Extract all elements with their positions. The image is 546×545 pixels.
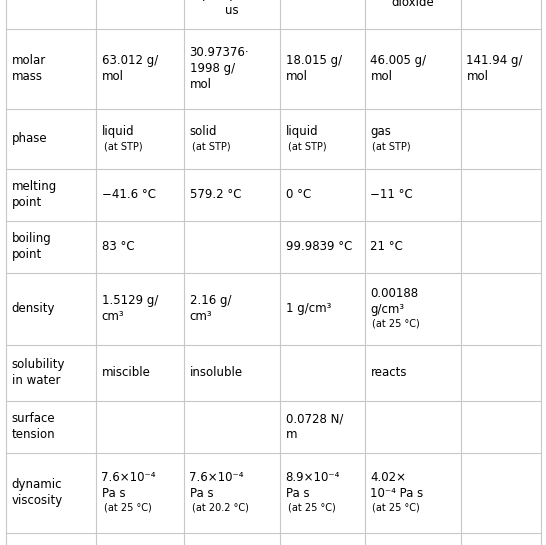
Text: boiling
point: boiling point xyxy=(11,232,51,261)
Text: 18.015 g/
mol: 18.015 g/ mol xyxy=(286,54,342,83)
Text: 63.012 g/
mol: 63.012 g/ mol xyxy=(102,54,158,83)
Text: surface
tension: surface tension xyxy=(11,412,55,441)
Text: nitrogen
dioxide: nitrogen dioxide xyxy=(388,0,437,9)
Text: 99.9839 °C: 99.9839 °C xyxy=(286,240,352,253)
Text: 1 g/cm³: 1 g/cm³ xyxy=(286,302,331,315)
Text: 46.005 g/
mol: 46.005 g/ mol xyxy=(371,54,426,83)
Text: 141.94 g/
mol: 141.94 g/ mol xyxy=(466,54,523,83)
Text: red
phosphor-
us: red phosphor- us xyxy=(202,0,261,17)
Text: 7.6×10⁻⁴
Pa s: 7.6×10⁻⁴ Pa s xyxy=(189,471,244,500)
Text: 0.00188
g/cm³: 0.00188 g/cm³ xyxy=(371,287,419,316)
Text: (at STP): (at STP) xyxy=(372,141,411,151)
Text: gas: gas xyxy=(371,125,391,138)
Text: 4.02×
10⁻⁴ Pa s: 4.02× 10⁻⁴ Pa s xyxy=(371,471,424,500)
Text: (at 20.2 °C): (at 20.2 °C) xyxy=(192,503,248,513)
Text: liquid: liquid xyxy=(286,125,318,138)
Text: dynamic
viscosity: dynamic viscosity xyxy=(11,478,63,507)
Text: miscible: miscible xyxy=(102,366,150,379)
Text: 579.2 °C: 579.2 °C xyxy=(189,188,241,201)
Text: 8.9×10⁻⁴
Pa s: 8.9×10⁻⁴ Pa s xyxy=(286,471,340,500)
Text: 0.0728 N/
m: 0.0728 N/ m xyxy=(286,412,343,441)
Text: melting
point: melting point xyxy=(11,180,57,209)
Text: reacts: reacts xyxy=(371,366,407,379)
Text: −41.6 °C: −41.6 °C xyxy=(102,188,156,201)
Text: 0 °C: 0 °C xyxy=(286,188,311,201)
Text: phase: phase xyxy=(11,132,47,145)
Text: (at 25 °C): (at 25 °C) xyxy=(104,503,151,513)
Text: nitric acid: nitric acid xyxy=(110,0,169,1)
Text: molar
mass: molar mass xyxy=(11,54,46,83)
Text: water: water xyxy=(305,0,339,1)
Text: 83 °C: 83 °C xyxy=(102,240,134,253)
Text: solid: solid xyxy=(189,125,217,138)
Text: density: density xyxy=(11,302,55,315)
Text: 2.16 g/
cm³: 2.16 g/ cm³ xyxy=(189,294,231,323)
Text: (at 25 °C): (at 25 °C) xyxy=(372,503,420,513)
Text: solubility
in water: solubility in water xyxy=(11,358,65,387)
Text: (at STP): (at STP) xyxy=(192,141,230,151)
Text: 1.5129 g/
cm³: 1.5129 g/ cm³ xyxy=(102,294,158,323)
Text: 7.6×10⁻⁴
Pa s: 7.6×10⁻⁴ Pa s xyxy=(102,471,156,500)
Text: (at 25 °C): (at 25 °C) xyxy=(288,503,335,513)
Text: 30.97376·
1998 g/
mol: 30.97376· 1998 g/ mol xyxy=(189,46,249,91)
Text: (at STP): (at STP) xyxy=(288,141,326,151)
Text: (at 25 °C): (at 25 °C) xyxy=(372,319,420,329)
Text: insoluble: insoluble xyxy=(189,366,242,379)
Text: 21 °C: 21 °C xyxy=(371,240,403,253)
Text: P₂O₅: P₂O₅ xyxy=(488,0,513,1)
Text: (at STP): (at STP) xyxy=(104,141,142,151)
Text: −11 °C: −11 °C xyxy=(371,188,413,201)
Text: liquid: liquid xyxy=(102,125,134,138)
